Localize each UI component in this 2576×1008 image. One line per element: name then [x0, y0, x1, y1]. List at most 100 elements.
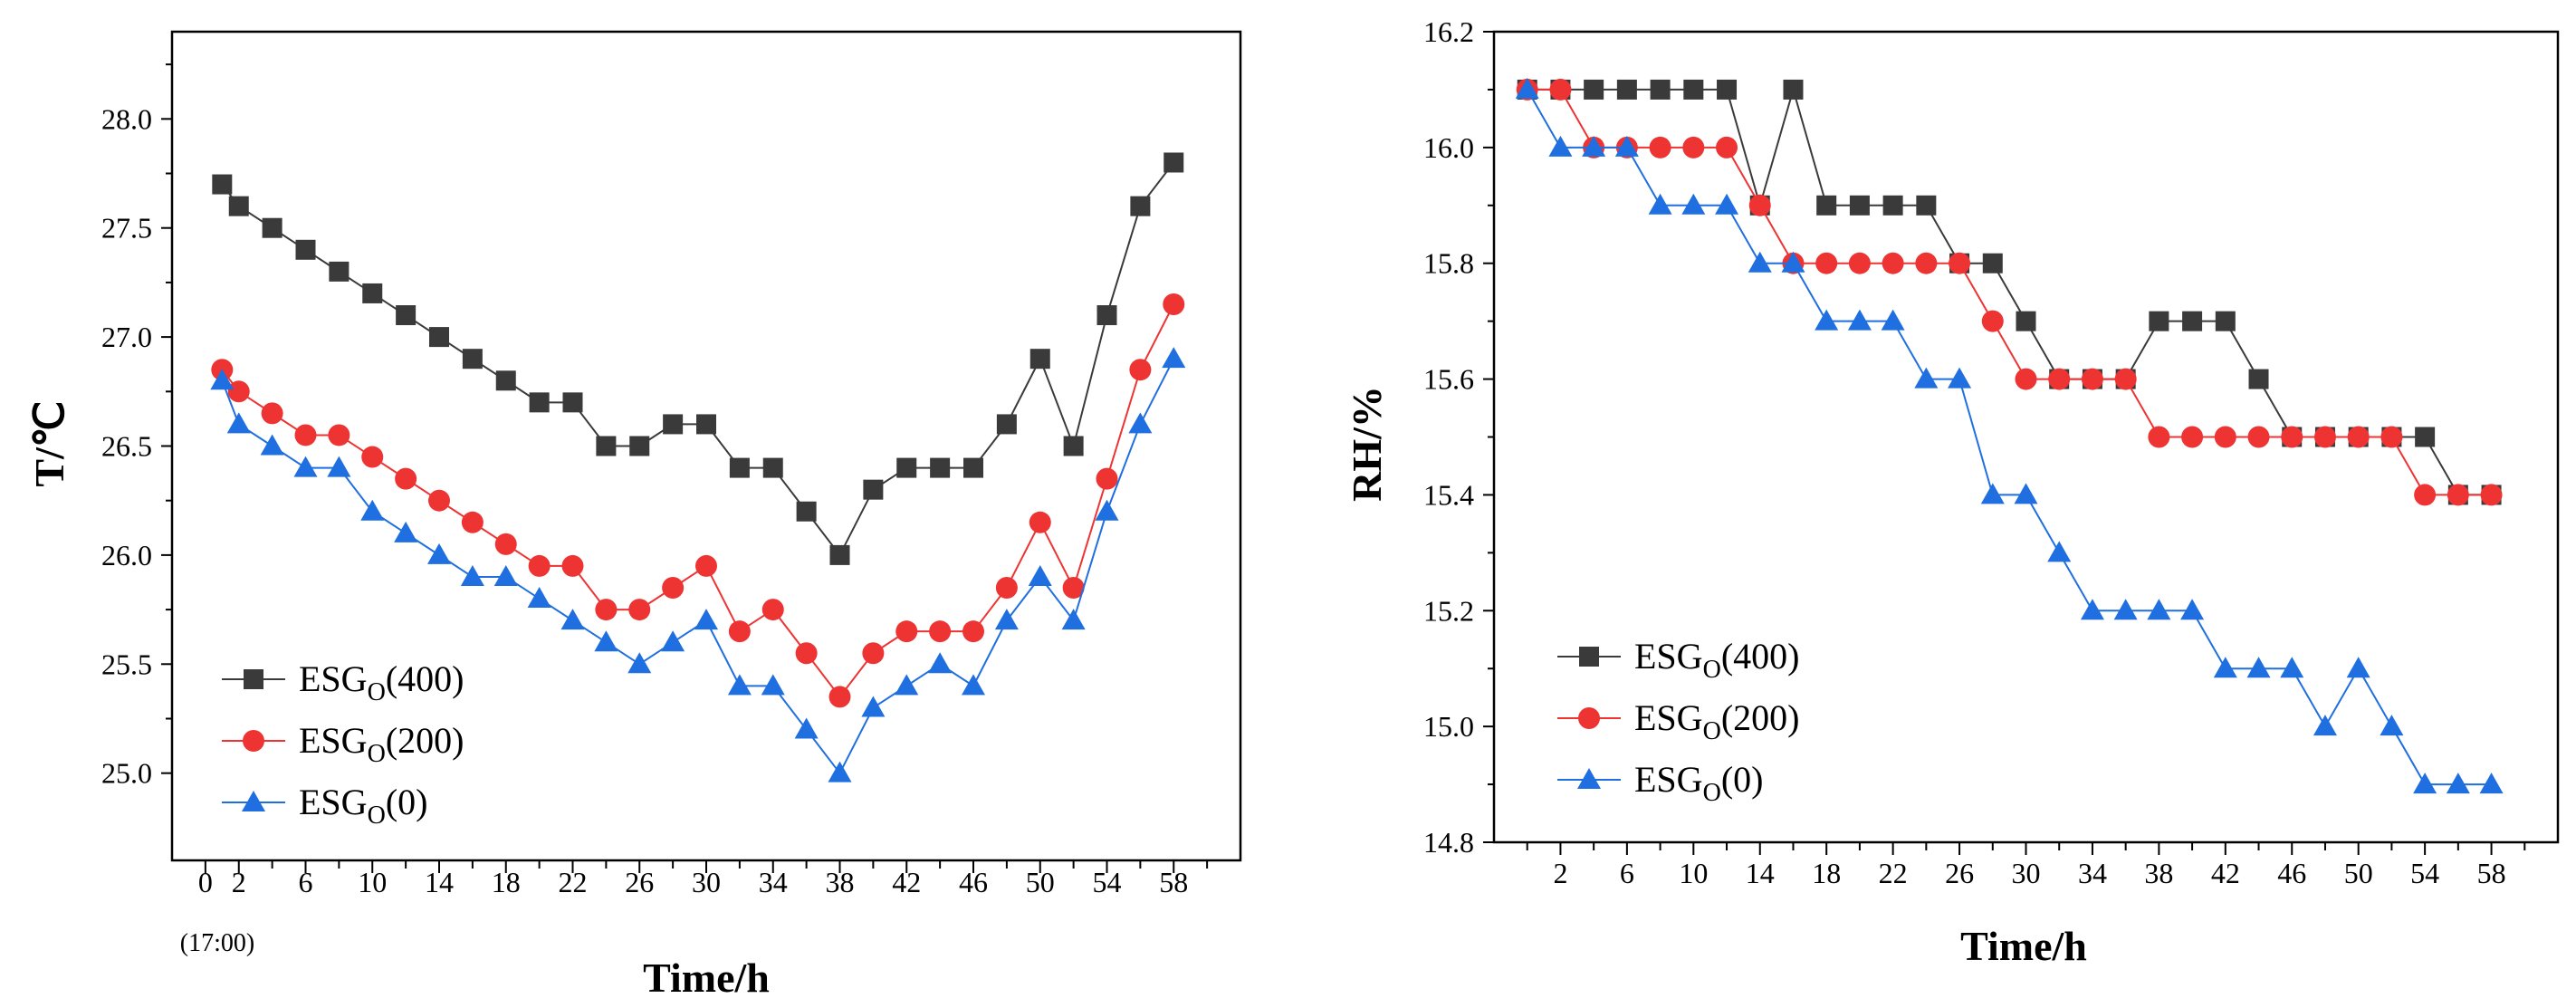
x-tick-label: 50	[1026, 866, 1055, 898]
x-tick-label: 14	[425, 866, 454, 898]
data-point	[2080, 599, 2104, 620]
data-point	[1716, 136, 1738, 158]
data-point	[1096, 305, 1117, 326]
data-point	[1129, 359, 1152, 381]
legend-marker	[1579, 647, 1599, 667]
data-point	[1916, 195, 1937, 216]
data-point	[429, 327, 449, 348]
data-point	[260, 434, 284, 456]
y-tick-label: 16.2	[1423, 15, 1474, 48]
data-point	[361, 446, 384, 468]
data-point	[929, 620, 952, 643]
data-point	[561, 554, 584, 577]
y-tick-label: 15.2	[1423, 594, 1474, 627]
x-tick-label: 14	[1746, 857, 1775, 889]
data-point	[963, 457, 983, 478]
data-point	[1848, 252, 1871, 274]
y-tick-label: 25.5	[101, 648, 152, 680]
data-point	[396, 305, 417, 326]
data-point	[327, 456, 351, 477]
data-point	[695, 554, 717, 577]
x-tick-label: 34	[759, 866, 788, 898]
data-point	[2048, 368, 2071, 390]
y-tick-label: 15.4	[1423, 478, 1474, 511]
data-point	[495, 370, 516, 391]
legend-label: ESGO(200)	[299, 720, 464, 768]
data-point	[727, 674, 752, 696]
data-point	[1614, 135, 1639, 157]
data-point	[1162, 347, 1186, 369]
data-point	[1095, 499, 1119, 521]
x-axis-label: Time/h	[1960, 923, 2087, 969]
data-point	[2346, 657, 2370, 678]
y-tick-label: 28.0	[101, 102, 152, 135]
data-point	[795, 642, 818, 665]
data-point	[527, 587, 551, 609]
data-point	[1982, 253, 2003, 274]
data-point	[2414, 484, 2437, 506]
data-point	[2281, 426, 2303, 448]
data-point	[2313, 426, 2336, 448]
x-tick-label: 54	[2410, 857, 2439, 889]
data-point	[1914, 367, 1939, 389]
x-tick-label: 6	[299, 866, 313, 898]
x-tick-label: 6	[1620, 857, 1634, 889]
data-point	[2246, 657, 2271, 678]
y-tick-label: 26.5	[101, 430, 152, 463]
x-tick-label: 22	[559, 866, 588, 898]
y-tick-label: 16.0	[1423, 131, 1474, 164]
data-point	[994, 609, 1019, 630]
x-tick-label: 0	[198, 866, 213, 898]
data-point	[629, 436, 650, 456]
data-point	[1781, 251, 1805, 273]
x-tick-label: 58	[1159, 866, 1188, 898]
data-point	[461, 511, 484, 533]
data-point	[627, 652, 652, 674]
data-point	[1616, 79, 1637, 100]
y-tick-label: 14.8	[1423, 826, 1474, 859]
legend-label: ESGO(0)	[299, 782, 427, 830]
data-point	[2113, 599, 2138, 620]
x-axis-label: Time/h	[643, 955, 770, 1001]
data-point	[2081, 368, 2103, 390]
data-point	[1029, 511, 1051, 533]
data-point	[360, 499, 385, 521]
data-point	[895, 674, 919, 696]
data-point	[1584, 79, 1604, 100]
data-point	[328, 424, 350, 446]
data-point	[728, 620, 751, 643]
y-axis-label: RH/%	[1344, 386, 1390, 502]
data-point	[1548, 135, 1573, 157]
data-point	[329, 261, 350, 282]
data-point	[2114, 368, 2137, 390]
data-point	[761, 599, 784, 621]
y-tick-label: 25.0	[101, 757, 152, 790]
x-tick-label: 22	[1879, 857, 1908, 889]
data-point	[996, 414, 1017, 435]
data-point	[562, 392, 583, 413]
data-point	[1029, 349, 1050, 370]
x-tick-label: 2	[1553, 857, 1567, 889]
data-point	[2182, 311, 2203, 331]
data-point	[1981, 310, 2004, 332]
data-point	[628, 599, 651, 621]
x-tick-label: 42	[892, 866, 921, 898]
y-axis-label: T/℃	[26, 400, 72, 486]
data-point	[729, 457, 750, 478]
ticks-layer: 2 6 10 14 18 22 26 30 34 38 42 46 50 54 5814.815.015.2…	[1423, 15, 2526, 889]
series-line-400	[1527, 86, 2492, 496]
data-point	[1748, 251, 1772, 273]
data-point	[1949, 252, 1971, 274]
data-point	[1649, 136, 1671, 158]
legend-label: ESGO(200)	[1634, 697, 1799, 745]
data-point	[210, 369, 235, 390]
data-point	[662, 577, 685, 600]
data-point	[595, 599, 618, 621]
data-point	[2280, 657, 2304, 678]
x-tick-label: 50	[2344, 857, 2373, 889]
x-tick-label: 34	[2078, 857, 2107, 889]
data-point	[1783, 79, 1804, 100]
temperature-chart: 0 2 6 10 14 18 22 26 30 34 38 42 46 50 54 5825.025.526.…	[26, 30, 1242, 1001]
data-point	[1582, 135, 1606, 157]
series-line-0	[221, 358, 1175, 775]
